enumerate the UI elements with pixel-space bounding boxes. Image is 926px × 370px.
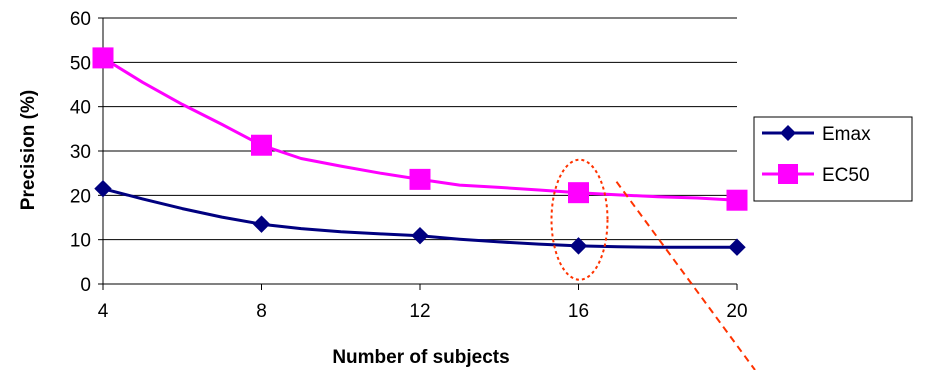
marker-emax-4	[94, 179, 112, 198]
axes	[98, 17, 738, 290]
legend-marker-ec50	[778, 164, 798, 184]
legend-box	[753, 116, 913, 202]
y-tick-label-0: 0	[80, 275, 91, 296]
legend-label-ec50: EC50	[822, 165, 870, 186]
annotation-pointer-line	[615, 181, 756, 370]
y-tick-label-60: 60	[70, 9, 91, 30]
marker-ec50-4	[92, 47, 114, 69]
series-markers	[92, 47, 748, 256]
y-axis-title: Precision (%)	[18, 90, 39, 210]
legend-label-emax: Emax	[822, 124, 871, 145]
marker-ec50-16	[568, 182, 589, 204]
y-tick-label-30: 30	[70, 142, 91, 163]
x-axis-tick-labels: 4 8 12 16 20	[98, 301, 748, 322]
x-tick-label-8: 8	[256, 301, 267, 322]
y-tick-label-50: 50	[70, 53, 91, 74]
y-axis-tick-labels: 0 10 20 30 40 50 60	[70, 9, 91, 296]
marker-emax-12	[411, 226, 429, 245]
marker-emax-16	[569, 237, 588, 255]
gridlines	[103, 17, 737, 241]
x-tick-label-20: 20	[726, 301, 747, 322]
marker-emax-8	[252, 215, 271, 233]
x-axis-title: Number of subjects	[332, 347, 509, 368]
marker-ec50-8	[251, 134, 272, 156]
x-tick-label-16: 16	[568, 301, 589, 322]
x-tick-label-4: 4	[98, 301, 109, 322]
marker-emax-20	[728, 238, 746, 256]
annotation-ellipse	[550, 158, 609, 281]
marker-ec50-20	[726, 189, 748, 211]
annotation	[550, 158, 756, 370]
y-tick-label-10: 10	[70, 231, 91, 252]
legend: Emax EC50	[753, 116, 913, 202]
series-lines	[102, 56, 738, 249]
legend-marker-emax	[780, 125, 796, 141]
marker-ec50-12	[409, 168, 431, 190]
y-tick-label-40: 40	[70, 98, 91, 119]
y-tick-label-20: 20	[70, 186, 91, 207]
x-tick-label-12: 12	[409, 301, 430, 322]
